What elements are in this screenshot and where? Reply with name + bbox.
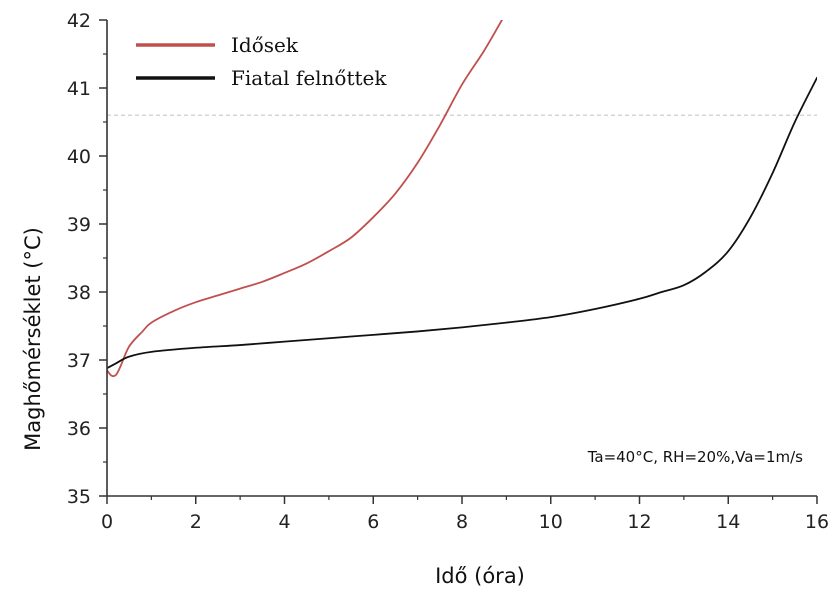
x-tick-label: 14 (716, 511, 740, 533)
y-tick-label: 40 (67, 146, 91, 168)
x-tick-label: 8 (456, 511, 468, 533)
legend: Idősek Fiatal felnőttek (136, 33, 387, 90)
y-tick-label: 36 (67, 418, 91, 440)
y-tick-label: 38 (67, 282, 91, 304)
tick-layer: 0 2 4 6 8 10 12 14 16 35 36 37 38 39 40 41 42 (67, 10, 829, 533)
y-tick-label: 35 (67, 486, 91, 508)
x-axis-title: Idő (óra) (435, 564, 525, 588)
x-tick-label: 10 (539, 511, 563, 533)
series-layer (107, 20, 817, 378)
conditions-annotation: Ta=40°C, RH=20%,Va=1m/s (587, 448, 803, 466)
y-tick-label: 39 (67, 214, 91, 236)
x-tick-label: 16 (805, 511, 829, 533)
series-line-1 (107, 76, 817, 370)
y-tick-label: 37 (67, 350, 91, 372)
x-tick-label: 6 (367, 511, 379, 533)
y-tick-label: 41 (67, 78, 91, 100)
x-tick-label: 4 (278, 511, 290, 533)
x-tick-label: 12 (627, 511, 651, 533)
x-tick-label: 2 (190, 511, 202, 533)
y-axis-title: Maghőmérséklet (°C) (21, 227, 45, 451)
series-line-0 (107, 20, 503, 378)
y-tick-label: 42 (67, 10, 91, 32)
legend-label-idosek: Idősek (231, 33, 299, 57)
x-tick-label: 0 (101, 511, 113, 533)
axis-layer (106, 20, 817, 497)
legend-label-fiatal-felnottek: Fiatal felnőttek (231, 66, 387, 90)
